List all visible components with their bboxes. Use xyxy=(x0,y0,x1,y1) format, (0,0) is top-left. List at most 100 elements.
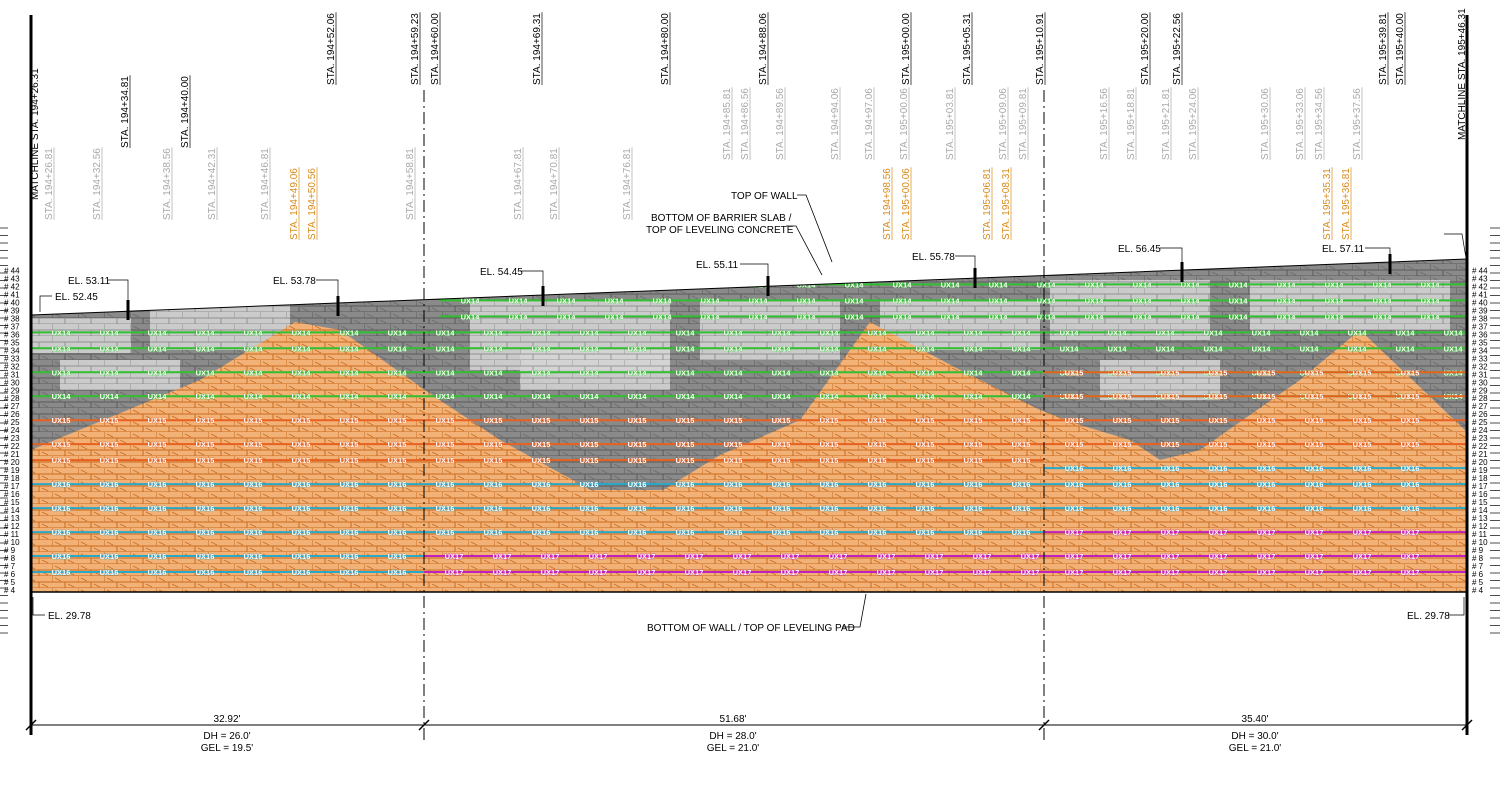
reinforcement-label: UX15 xyxy=(340,440,359,449)
row-label-left: # 42 xyxy=(4,282,20,291)
reinforcement-label: UX16 xyxy=(628,480,647,489)
reinforcement-label: UX14 xyxy=(653,312,673,321)
reinforcement-label: UX14 xyxy=(868,328,888,337)
reinforcement-label: UX16 xyxy=(1209,480,1228,489)
reinforcement-label: UX17 xyxy=(925,568,944,577)
reinforcement-label: UX16 xyxy=(1353,480,1372,489)
row-label-right: # 17 xyxy=(1472,482,1488,491)
station-label-gray: STA. 194+67.81 xyxy=(513,148,524,220)
reinforcement-label: UX14 xyxy=(653,280,673,289)
reinforcement-label: UX17 xyxy=(733,568,752,577)
station-label-gray: STA. 194+32.56 xyxy=(92,148,103,220)
reinforcement-label: UX15 xyxy=(1401,416,1420,425)
reinforcement-label: UX14 xyxy=(1444,328,1464,337)
reinforcement-label: UX14 xyxy=(148,344,168,353)
reinforcement-label: UX14 xyxy=(845,312,865,321)
reinforcement-label: UX15 xyxy=(1065,440,1084,449)
row-label-left: # 8 xyxy=(4,554,16,563)
reinforcement-label: UX14 xyxy=(749,280,769,289)
reinforcement-label: UX17 xyxy=(1113,568,1132,577)
barrier-slab-label-1: BOTTOM OF BARRIER SLAB / xyxy=(651,213,792,224)
reinforcement-label: UX15 xyxy=(532,456,551,465)
row-label-left: # 20 xyxy=(4,458,20,467)
reinforcement-label: UX16 xyxy=(196,504,215,513)
reinforcement-label: UX14 xyxy=(701,312,721,321)
reinforcement-label: UX16 xyxy=(196,552,215,561)
reinforcement-label: UX15 xyxy=(916,440,935,449)
reinforcement-label: UX15 xyxy=(532,416,551,425)
reinforcement-label: UX15 xyxy=(52,416,71,425)
reinforcement-label: UX16 xyxy=(244,504,263,513)
reinforcement-label: UX14 xyxy=(868,368,888,377)
reinforcement-label: UX16 xyxy=(724,480,743,489)
reinforcement-label: UX14 xyxy=(1060,344,1080,353)
reinforcement-label: UX14 xyxy=(941,296,961,305)
reinforcement-label: UX17 xyxy=(973,568,992,577)
reinforcement-label: UX14 xyxy=(1108,344,1128,353)
row-label-right: # 6 xyxy=(1472,570,1484,579)
reinforcement-label: UX16 xyxy=(1209,464,1228,473)
reinforcement-label: UX14 xyxy=(100,344,120,353)
row-label-right: # 4 xyxy=(1472,586,1484,595)
reinforcement-label: UX16 xyxy=(52,568,71,577)
drawing-frame xyxy=(29,15,1469,740)
reinforcement-label: UX15 xyxy=(484,456,503,465)
reinforcement-label: UX16 xyxy=(1065,464,1084,473)
reinforcement-label: UX14 xyxy=(100,392,120,401)
reinforcement-label: UX14 xyxy=(580,368,600,377)
light-zone xyxy=(1050,280,1210,340)
reinforcement-label: UX14 xyxy=(820,392,840,401)
reinforcement-label: UX14 xyxy=(916,368,936,377)
station-label-gray: STA. 195+00.06 xyxy=(899,88,910,160)
reinforcement-label: UX17 xyxy=(781,568,800,577)
reinforcement-label: UX16 xyxy=(148,568,167,577)
row-label-left: # 29 xyxy=(4,386,20,395)
reinforcement-label: UX14 xyxy=(244,368,264,377)
reinforcement-label: UX15 xyxy=(580,440,599,449)
row-label-right: # 26 xyxy=(1472,410,1488,419)
elevation-label: EL. 53.11 xyxy=(68,276,111,287)
reinforcement-label: UX14 xyxy=(292,328,312,337)
reinforcement-label: UX16 xyxy=(100,568,119,577)
reinforcement-label: UX16 xyxy=(100,552,119,561)
station-label-black: STA. 195+40.00 xyxy=(1395,13,1406,85)
reinforcement-label: UX14 xyxy=(1085,296,1105,305)
station-label-orange: STA. 195+08.31 xyxy=(1001,168,1012,240)
reinforcement-label: UX15 xyxy=(196,440,215,449)
reinforcement-label: UX16 xyxy=(340,552,359,561)
reinforcement-label: UX16 xyxy=(772,480,791,489)
reinforcement-label: UX14 xyxy=(1181,312,1201,321)
reinforcement-label: UX17 xyxy=(541,568,560,577)
reinforcement-label: UX14 xyxy=(244,344,264,353)
reinforcement-label: UX16 xyxy=(436,480,455,489)
row-label-right: # 37 xyxy=(1472,322,1488,331)
segment-dimensions: 32.92' DH = 26.0'GEL = 19.5' 51.68' DH = 28… xyxy=(25,714,1473,754)
reinforcement-label: UX17 xyxy=(637,568,656,577)
reinforcement-label: UX15 xyxy=(820,416,839,425)
reinforcement-label: UX14 xyxy=(1421,296,1441,305)
station-label-gray: STA. 194+94.06 xyxy=(830,88,841,160)
row-label-right: # 20 xyxy=(1472,458,1488,467)
reinforcement-label: UX15 xyxy=(52,456,71,465)
wall-body: UX14 UX14 UX14 UX14 UX14 UX14 UX14 UX14 UX14 UX14… xyxy=(31,259,1467,592)
reinforcement-label: UX15 xyxy=(676,440,695,449)
station-label-gray: STA. 195+03.81 xyxy=(945,88,956,160)
reinforcement-label: UX16 xyxy=(868,480,887,489)
reinforcement-label: UX16 xyxy=(1209,504,1228,513)
reinforcement-label: UX16 xyxy=(292,552,311,561)
row-label-right: # 42 xyxy=(1472,282,1488,291)
station-label-gray: STA. 194+26.81 xyxy=(44,148,55,220)
reinforcement-label: UX16 xyxy=(340,480,359,489)
reinforcement-label: UX14 xyxy=(52,344,72,353)
reinforcement-label: UX16 xyxy=(820,504,839,513)
elevation-label: EL. 53.78 xyxy=(273,276,316,287)
reinforcement-label: UX14 xyxy=(605,280,625,289)
station-label-black: STA. 195+39.81 xyxy=(1378,13,1389,85)
row-label-right: # 14 xyxy=(1472,506,1488,515)
reinforcement-label: UX14 xyxy=(676,392,696,401)
reinforcement-label: UX15 xyxy=(148,440,167,449)
reinforcement-label: UX14 xyxy=(1396,328,1416,337)
reinforcement-label: UX14 xyxy=(724,344,744,353)
reinforcement-label: UX16 xyxy=(868,528,887,537)
reinforcement-label: UX17 xyxy=(925,552,944,561)
